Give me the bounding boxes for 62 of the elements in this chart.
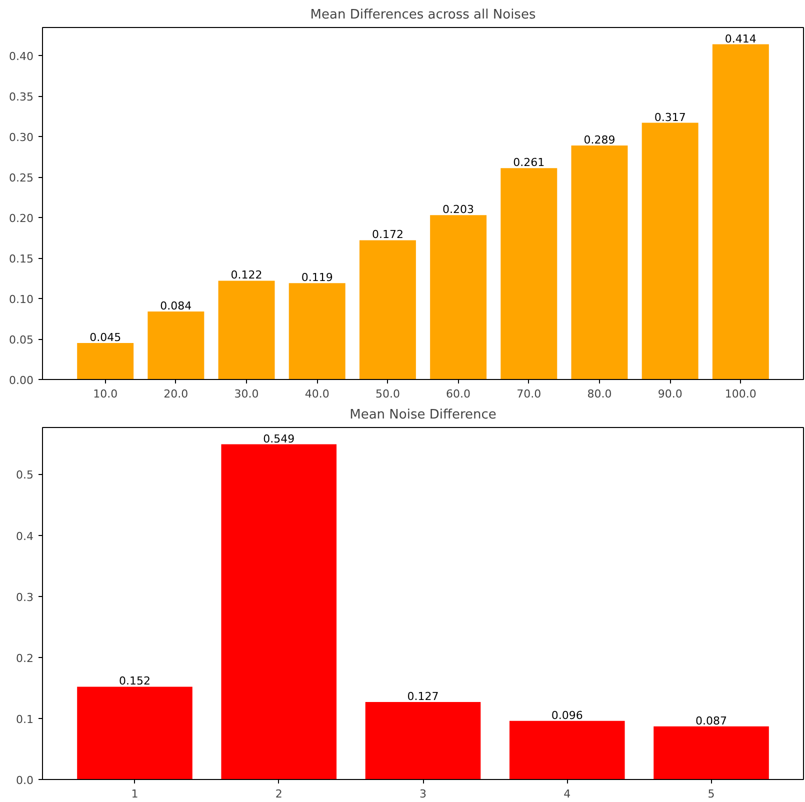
y-tick-label: 0.20 (9, 212, 34, 226)
bar (430, 215, 487, 380)
data-label: 0.084 (160, 299, 192, 312)
y-tick-label: 0.30 (9, 131, 34, 144)
bar (77, 343, 134, 380)
data-label: 0.203 (442, 203, 474, 216)
chart-title: Mean Noise Difference (350, 408, 496, 422)
data-label: 0.119 (301, 271, 333, 284)
x-tick-label: 1 (131, 788, 138, 800)
data-label: 0.127 (407, 690, 439, 703)
bar (77, 686, 192, 780)
data-label: 0.414 (724, 32, 756, 46)
bar (712, 44, 769, 380)
bar (365, 702, 481, 780)
data-label: 0.045 (90, 331, 122, 344)
x-tick-label: 10.0 (93, 388, 118, 400)
y-tick-label: 0.0 (16, 774, 34, 787)
x-tick-label: 50.0 (375, 388, 400, 400)
x-tick-label: 20.0 (164, 388, 188, 400)
bar (642, 122, 698, 380)
bar (221, 444, 337, 780)
x-tick-label: 40.0 (304, 388, 330, 400)
x-tick-label: 90.0 (658, 388, 682, 400)
bar (218, 280, 275, 380)
bar (288, 283, 346, 380)
data-label: 0.317 (654, 110, 686, 124)
y-tick-label: 0.00 (9, 374, 34, 387)
data-label: 0.122 (230, 268, 262, 282)
bar (654, 726, 769, 780)
x-tick-label: 30.0 (234, 388, 259, 400)
y-tick-label: 0.3 (16, 590, 34, 604)
bar (509, 720, 625, 780)
x-tick-label: 4 (564, 788, 571, 800)
data-label: 0.289 (584, 133, 616, 146)
y-tick-label: 0.05 (9, 334, 34, 347)
bar (359, 240, 416, 380)
data-label: 0.096 (551, 708, 583, 722)
bar (148, 311, 204, 380)
y-tick-label: 0.4 (16, 530, 34, 543)
y-tick-label: 0.25 (9, 172, 34, 185)
data-label: 0.172 (372, 228, 404, 242)
data-label: 0.549 (263, 432, 295, 446)
x-tick-label: 2 (275, 788, 282, 800)
bar (500, 168, 558, 380)
y-tick-label: 0.15 (9, 252, 34, 266)
x-tick-label: 60.0 (446, 388, 471, 400)
x-tick-label: 100.0 (724, 388, 756, 400)
x-tick-label: 70.0 (516, 388, 542, 400)
x-tick-label: 80.0 (587, 388, 612, 400)
bar (571, 145, 628, 380)
y-tick-label: 0.35 (9, 90, 34, 104)
data-label: 0.087 (696, 714, 728, 728)
y-tick-label: 0.2 (16, 652, 34, 665)
data-label: 0.152 (118, 674, 150, 688)
y-tick-label: 0.5 (16, 468, 34, 482)
y-tick-label: 0.1 (16, 712, 34, 726)
x-tick-label: 3 (420, 788, 426, 800)
y-tick-label: 0.10 (9, 293, 34, 306)
x-tick-label: 5 (708, 788, 715, 800)
chart-title: Mean Differences across all Noises (310, 8, 536, 22)
data-label: 0.261 (513, 156, 545, 170)
y-tick-label: 0.40 (9, 50, 34, 64)
